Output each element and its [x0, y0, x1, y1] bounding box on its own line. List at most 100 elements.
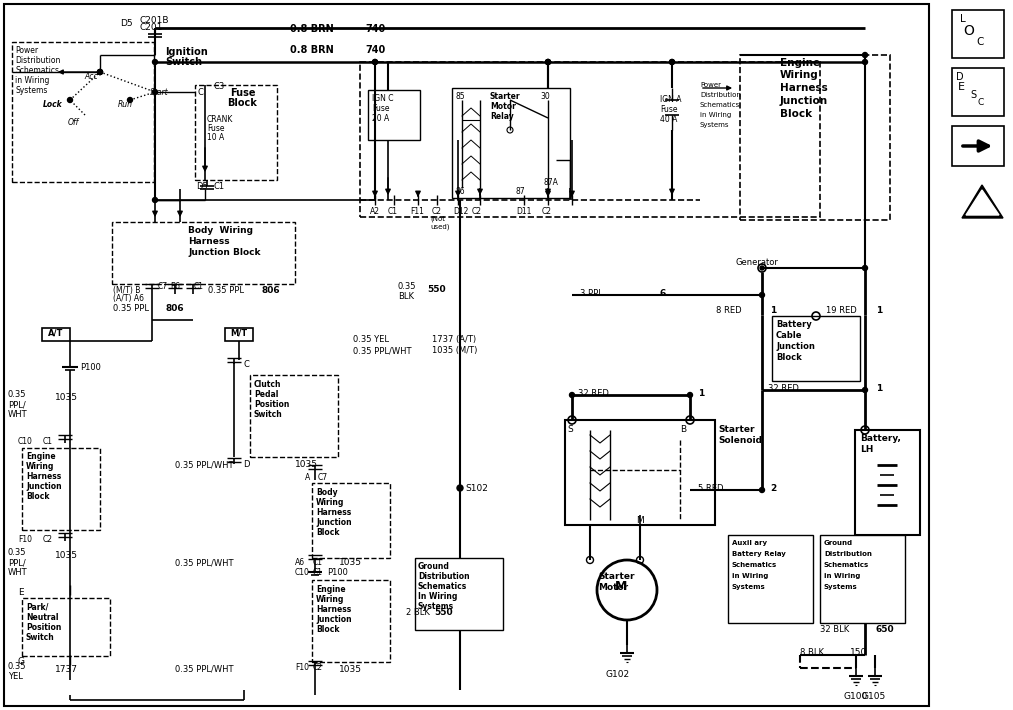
Text: G105: G105	[862, 692, 886, 701]
Text: In Wiring: In Wiring	[418, 592, 458, 601]
Text: WHT: WHT	[8, 410, 27, 419]
Bar	[42, 328, 70, 341]
Text: 40 A: 40 A	[660, 115, 678, 124]
Text: 87A: 87A	[544, 178, 559, 187]
Text: 86: 86	[456, 187, 466, 196]
Text: S: S	[567, 425, 572, 434]
Bar	[820, 535, 905, 623]
Text: 2 BLK: 2 BLK	[406, 608, 430, 617]
Text: Block: Block	[26, 492, 50, 501]
Text: A: A	[305, 473, 310, 482]
Text: C: C	[976, 37, 984, 47]
Circle shape	[97, 70, 102, 75]
Text: G100: G100	[843, 692, 867, 701]
Text: 5 RED: 5 RED	[698, 484, 723, 493]
Text: Systems: Systems	[732, 584, 766, 590]
Text: Junction: Junction	[780, 96, 828, 106]
Text: F10: F10	[295, 663, 309, 672]
Text: Engine: Engine	[316, 585, 345, 594]
Text: Generator: Generator	[735, 258, 778, 267]
Text: Neutral: Neutral	[26, 613, 59, 622]
Text: C2: C2	[43, 535, 53, 544]
Bar	[368, 90, 420, 140]
Text: Distribution: Distribution	[15, 56, 61, 65]
Text: 1: 1	[770, 306, 776, 315]
Bar	[952, 126, 1004, 166]
Text: Schematics: Schematics	[732, 562, 777, 568]
Text: Wiring: Wiring	[780, 70, 819, 80]
Text: LH: LH	[860, 445, 873, 454]
Text: 8 RED: 8 RED	[716, 306, 742, 315]
Text: Battery Relay: Battery Relay	[732, 551, 786, 557]
Text: 806: 806	[262, 286, 281, 295]
Bar	[112, 222, 295, 284]
Bar	[452, 88, 570, 198]
Bar	[225, 328, 253, 341]
Text: in Wiring: in Wiring	[700, 112, 731, 118]
Circle shape	[153, 60, 157, 65]
Text: D12: D12	[453, 207, 468, 216]
Text: P100: P100	[327, 568, 347, 577]
Text: 150: 150	[850, 648, 867, 657]
Text: P100: P100	[80, 363, 101, 372]
Text: 0.35 PPL: 0.35 PPL	[113, 304, 149, 313]
Bar	[565, 420, 715, 525]
Text: C2: C2	[542, 207, 552, 216]
Text: C2: C2	[313, 663, 323, 672]
Text: Schematics: Schematics	[418, 582, 467, 591]
Text: Fuse: Fuse	[372, 104, 390, 113]
Text: Fuse: Fuse	[207, 124, 225, 133]
Bar	[360, 62, 820, 217]
Text: 0.35 PPL/WHT: 0.35 PPL/WHT	[175, 460, 234, 469]
Bar	[728, 535, 813, 623]
Text: Fuse: Fuse	[660, 105, 678, 114]
Text: YEL: YEL	[8, 672, 23, 681]
Text: Motor: Motor	[598, 583, 628, 592]
Text: Block: Block	[316, 625, 339, 634]
Text: C201B: C201B	[140, 16, 169, 25]
Text: S: S	[970, 90, 977, 100]
Bar	[312, 580, 390, 662]
Text: Distribution: Distribution	[418, 572, 470, 581]
Circle shape	[97, 70, 102, 75]
Text: 0.35: 0.35	[8, 390, 26, 399]
Text: 1: 1	[876, 384, 882, 393]
Bar	[415, 558, 503, 630]
Text: 1: 1	[876, 306, 882, 315]
Text: Battery,: Battery,	[860, 434, 901, 443]
Text: 1: 1	[698, 389, 704, 398]
Text: 20 A: 20 A	[372, 114, 389, 123]
Text: F10: F10	[18, 535, 32, 544]
Text: Block: Block	[227, 98, 257, 108]
Text: Harness: Harness	[316, 508, 352, 517]
Text: C10: C10	[18, 437, 32, 446]
Text: E: E	[18, 588, 23, 597]
Text: 650: 650	[876, 625, 894, 634]
Text: C7: C7	[318, 473, 328, 482]
Text: Ignition: Ignition	[165, 47, 208, 57]
Text: C1: C1	[313, 568, 323, 577]
Text: C: C	[198, 88, 204, 97]
Text: Wiring: Wiring	[316, 595, 344, 604]
Text: 1035 (M/T): 1035 (M/T)	[432, 346, 477, 355]
Text: C2: C2	[432, 207, 442, 216]
Text: D5: D5	[120, 19, 133, 28]
Text: Junction: Junction	[316, 615, 352, 624]
Circle shape	[760, 266, 764, 270]
Circle shape	[68, 97, 73, 102]
Text: Switch: Switch	[26, 633, 55, 642]
Text: C: C	[978, 98, 985, 107]
Text: C1: C1	[313, 558, 323, 567]
Text: A2: A2	[370, 207, 380, 216]
Text: 806: 806	[165, 304, 183, 313]
Text: 1035: 1035	[339, 558, 362, 567]
Text: Junction: Junction	[776, 342, 814, 351]
Text: 0.35: 0.35	[8, 548, 26, 557]
Text: 30: 30	[540, 92, 550, 101]
Text: A/T: A/T	[49, 328, 64, 337]
Circle shape	[760, 293, 765, 297]
Circle shape	[670, 60, 675, 65]
Text: C10: C10	[295, 568, 310, 577]
Text: Starter: Starter	[490, 92, 521, 101]
Text: C1: C1	[388, 207, 398, 216]
